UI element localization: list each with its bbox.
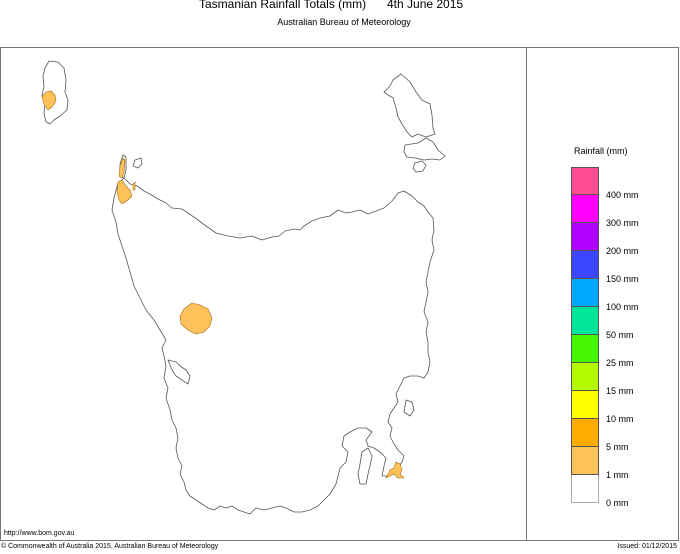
legend-swatch <box>571 195 599 223</box>
rain-area-king-island <box>41 90 57 111</box>
map-title: Tasmanian Rainfall Totals (mm) <box>199 0 367 11</box>
legend-swatch <box>571 391 599 419</box>
legend-swatch <box>571 307 599 335</box>
legend-label: 200 mm <box>606 246 639 256</box>
legend-swatch <box>571 363 599 391</box>
legend-label: 400 mm <box>606 190 639 200</box>
legend-swatch <box>571 167 599 195</box>
legend-swatch <box>571 447 599 475</box>
map-date: 4th June 2015 <box>387 0 464 11</box>
legend-swatch <box>571 279 599 307</box>
rainfall-legend-bar <box>571 167 599 503</box>
legend-swatch <box>571 419 599 447</box>
legend-label: 1 mm <box>606 470 629 480</box>
rain-area-three-hummock <box>118 157 126 179</box>
rain-area-robbins-strip <box>132 181 136 191</box>
legend-swatch <box>571 251 599 279</box>
legend-label: 15 mm <box>606 386 634 396</box>
legend-label: 300 mm <box>606 218 639 228</box>
clarke-island-outline <box>412 160 427 173</box>
bom-url[interactable]: http://www.bom.gov.au <box>4 530 75 537</box>
rain-area-northwest-tip <box>116 179 133 205</box>
bruny-island-outline <box>357 447 373 485</box>
legend-label: 5 mm <box>606 442 629 452</box>
copyright-notice: © Commonwealth of Australia 2015, Austra… <box>1 543 219 550</box>
legend-swatch <box>571 335 599 363</box>
legend-label: 150 mm <box>606 274 639 284</box>
rain-area-tasman-peninsula <box>385 461 405 479</box>
robbins-island-outline <box>132 157 143 169</box>
map-title-bar: Tasmanian Rainfall Totals (mm) 4th June … <box>0 0 680 13</box>
legend-label: 50 mm <box>606 330 634 340</box>
legend-label: 10 mm <box>606 414 634 424</box>
frame-divider <box>526 47 527 541</box>
legend-swatch <box>571 223 599 251</box>
map-subtitle: Australian Bureau of Meteorology <box>277 17 411 27</box>
legend-label: 100 mm <box>606 302 639 312</box>
macquarie-harbour-outline <box>167 359 191 385</box>
issued-date: Issued: 01/12/2015 <box>617 543 677 550</box>
flinders-island-outline <box>383 73 436 138</box>
map-frame <box>0 47 679 541</box>
rain-area-western-highlands <box>179 302 213 335</box>
maria-island-outline <box>403 399 415 417</box>
tasmania-mainland-outline <box>111 177 435 515</box>
tasmania-map <box>41 60 446 515</box>
legend-label: 0 mm <box>606 498 629 508</box>
legend-label: 25 mm <box>606 358 634 368</box>
cape-barren-island-outline <box>403 137 446 161</box>
legend-swatch <box>571 475 599 503</box>
legend-title: Rainfall (mm) <box>574 146 628 156</box>
